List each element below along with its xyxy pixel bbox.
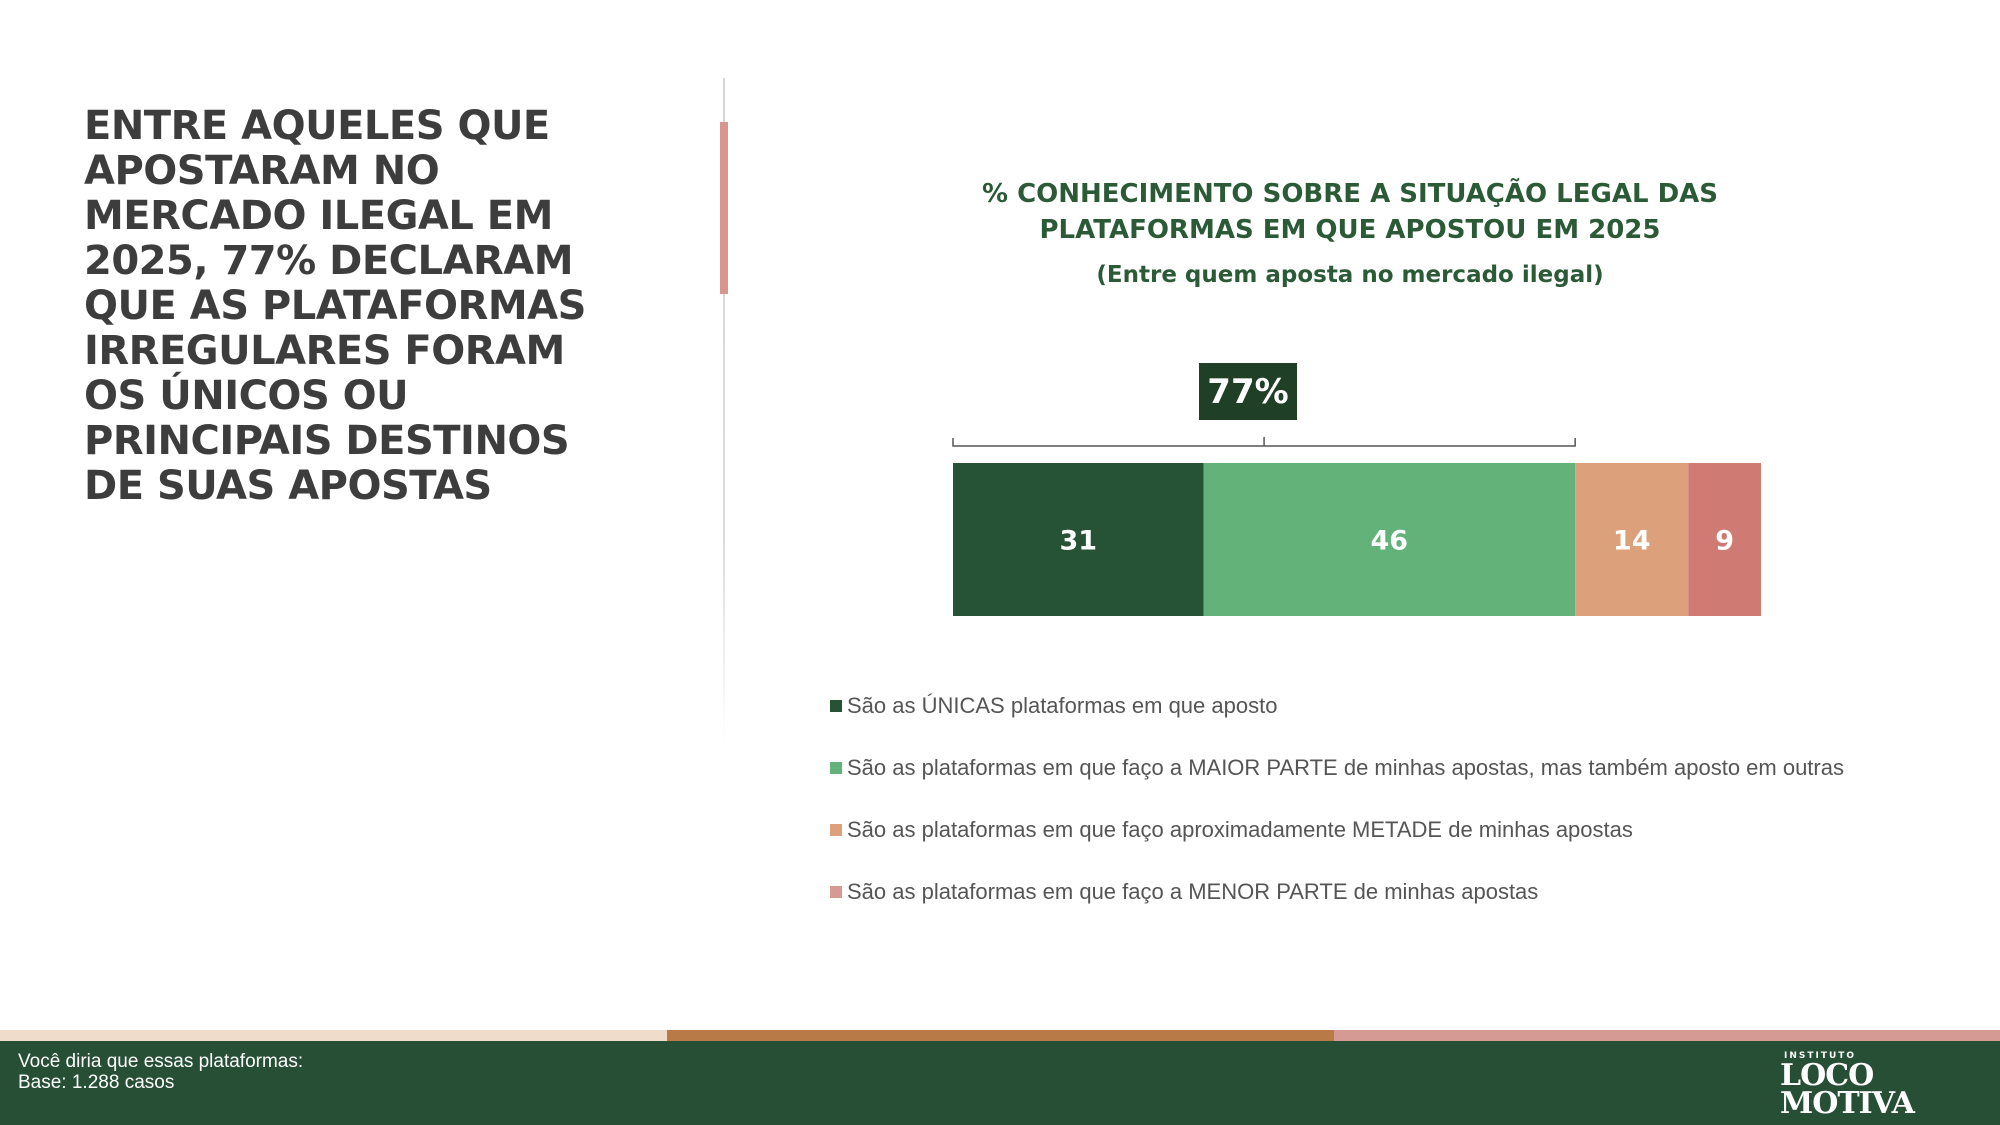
question-text: Você diria que essas plataformas:	[18, 1051, 304, 1072]
legend-item: São as plataformas em que faço aproximad…	[830, 799, 1844, 861]
logo-line2: MOTIVA	[1780, 1086, 1915, 1121]
legend-item: São as plataformas em que faço a MAIOR P…	[830, 737, 1844, 799]
vertical-divider	[723, 78, 725, 743]
chart-title: % CONHECIMENTO SOBRE A SITUAÇÃO LEGAL DA…	[981, 179, 1719, 245]
callout-label: 77%	[1207, 372, 1288, 412]
bar-segment	[953, 463, 1204, 616]
logo-small-text: INSTITUTO	[1784, 1051, 1857, 1061]
data-label: 9	[1715, 526, 1734, 557]
legend-swatch	[830, 886, 842, 898]
base-text: Base: 1.288 casos	[18, 1072, 175, 1093]
bar-segment	[1575, 463, 1689, 616]
legend-label: São as ÚNICAS plataformas em que aposto	[847, 693, 1278, 718]
divider-accent	[720, 122, 728, 294]
headline: ENTRE AQUELES QUE APOSTARAM NO MERCADO I…	[84, 103, 586, 509]
logo-line1: LOCO	[1780, 1058, 1874, 1093]
chart-subtitle: (Entre quem aposta no mercado ilegal)	[1096, 262, 1604, 288]
stripe-pink	[1334, 1030, 2000, 1041]
footer-bar: Você diria que essas plataformas: Base: …	[0, 1041, 2000, 1125]
legend-label: São as plataformas em que faço aproximad…	[847, 817, 1633, 842]
legend-swatch	[830, 824, 842, 836]
legend-item: São as ÚNICAS plataformas em que aposto	[830, 675, 1844, 737]
instituto-locomotiva-logo: INSTITUTO LOCO MOTIVA	[1780, 1051, 1960, 1121]
legend-swatch	[830, 700, 842, 712]
stripe-beige	[0, 1030, 667, 1041]
data-label: 31	[1059, 526, 1097, 557]
data-label: 46	[1371, 526, 1409, 557]
legend-swatch	[830, 762, 842, 774]
legend-item: São as plataformas em que faço a MENOR P…	[830, 861, 1844, 923]
callout-box	[1199, 363, 1297, 420]
bar-segment	[1688, 463, 1761, 616]
stripe-brown	[667, 1030, 1334, 1041]
bar-segment	[1203, 463, 1576, 616]
legend-label: São as plataformas em que faço a MENOR P…	[847, 879, 1539, 904]
chart-legend: São as ÚNICAS plataformas em que aposto …	[830, 675, 1844, 923]
legend-label: São as plataformas em que faço a MAIOR P…	[847, 755, 1844, 780]
footer-note: Você diria que essas plataformas: Base: …	[18, 1051, 303, 1093]
data-label: 14	[1613, 526, 1651, 557]
callout-bracket	[952, 437, 1576, 447]
